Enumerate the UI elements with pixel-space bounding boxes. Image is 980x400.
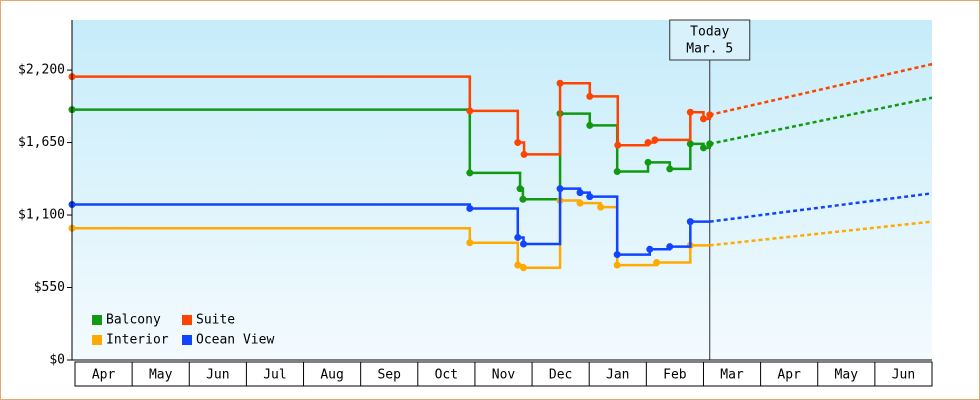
x-tick-label: Jun [892,368,915,383]
price-point [597,203,605,211]
price-point [644,139,652,147]
price-point [576,189,584,197]
x-tick-label: Dec [549,368,572,383]
price-point [466,204,474,212]
price-point [516,185,524,193]
x-tick-label: Apr [777,368,801,383]
y-tick-label: $0 [49,353,65,368]
price-point [466,107,474,115]
price-point [686,108,694,116]
x-tick-label: May [835,368,859,383]
price-point [556,79,564,87]
price-point [586,92,594,100]
legend-swatch [182,315,192,325]
x-tick-label: Apr [92,368,116,383]
forecast-line [709,62,933,117]
legend-swatch [182,335,192,345]
price-point [646,245,654,253]
price-point [686,218,694,226]
price-point [520,150,528,158]
legend-label: Interior [106,333,169,348]
legend-swatch [92,315,102,325]
y-tick-label: $2,200 [18,63,65,78]
price-point [666,165,674,173]
price-point [519,240,527,248]
price-point [519,195,527,203]
x-tick-label: Jan [606,368,629,383]
today-label: Mar. 5 [686,42,733,57]
price-point [644,158,652,166]
price-point [651,136,659,144]
price-point [666,243,674,251]
forecast-line [709,220,933,247]
x-tick-label: Oct [435,368,458,383]
price-point [466,169,474,177]
price-point [466,239,474,247]
x-tick-label: Feb [663,368,687,383]
price-point [614,141,622,149]
price-point [576,199,584,207]
x-axis-band [74,361,933,387]
forecast-line [709,192,933,223]
x-tick-label: Nov [492,368,516,383]
price-point [706,111,714,119]
x-tick-label: Jun [206,368,229,383]
price-line [72,75,712,156]
price-point [556,185,564,193]
x-tick-label: Sep [377,368,401,383]
x-tick-label: May [149,368,173,383]
plot-area [72,20,932,360]
price-point [514,139,522,147]
price-point [586,193,594,201]
price-point [613,251,621,259]
legend-label: Balcony [106,313,161,328]
today-box [669,19,751,61]
price-point [699,144,707,152]
price-point [514,233,522,241]
price-point [613,168,621,176]
y-tick-label: $1,650 [18,135,65,150]
price-point [706,140,714,148]
price-point [699,115,707,123]
y-tick-label: $550 [34,280,65,295]
legend-label: Ocean View [196,333,274,348]
price-point [586,121,594,129]
legend-label: Suite [196,313,235,328]
price-point [653,258,661,266]
x-tick-label: Aug [320,368,343,383]
price-point [514,261,522,269]
price-point [686,140,694,148]
forecast-line [709,96,933,146]
x-tick-label: Jul [263,368,286,383]
y-tick-label: $1,100 [18,208,65,223]
price-point [613,261,621,269]
price-point [519,264,527,272]
today-label: Today [690,25,729,40]
legend-swatch [92,335,102,345]
x-tick-label: Mar [720,368,744,383]
